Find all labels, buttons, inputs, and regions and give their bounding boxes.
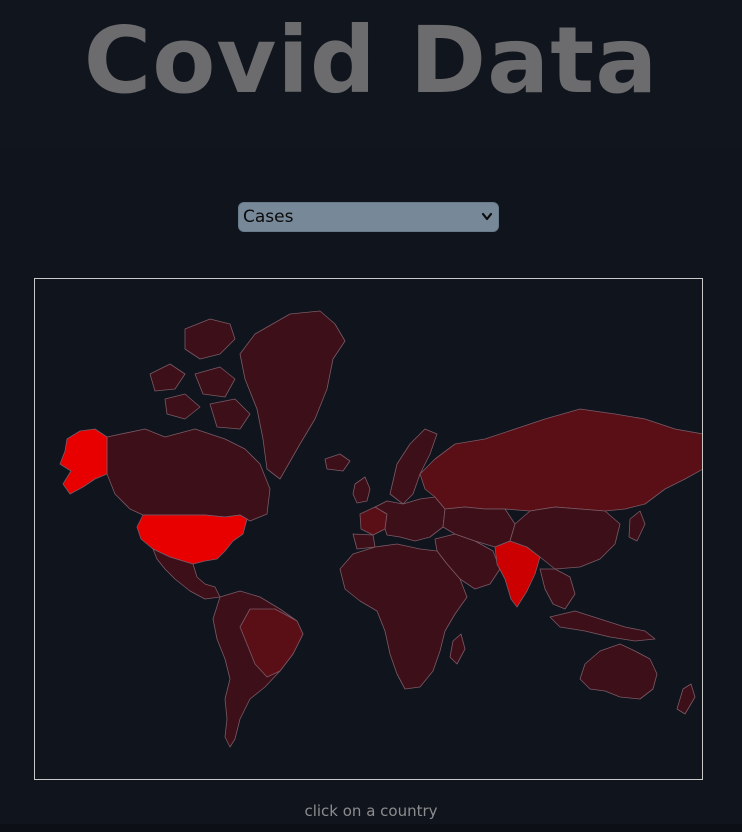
- country-africa[interactable]: [339, 543, 468, 690]
- page-title: Covid Data: [83, 7, 659, 114]
- country-greenland[interactable]: [239, 310, 346, 480]
- country-canada[interactable]: [106, 428, 271, 522]
- footer-bar: [0, 824, 742, 832]
- country-mexico[interactable]: [152, 548, 221, 600]
- country-new-zealand[interactable]: [676, 683, 696, 715]
- country-usa-alaska[interactable]: [59, 428, 108, 495]
- header: [0, 0, 742, 150]
- metric-select[interactable]: Cases: [238, 202, 499, 232]
- country-usa[interactable]: [136, 514, 248, 565]
- country-china[interactable]: [509, 506, 621, 570]
- country-australia[interactable]: [579, 643, 658, 700]
- world-map: [34, 278, 703, 780]
- country-scandinavia[interactable]: [389, 428, 438, 505]
- country-brazil[interactable]: [239, 608, 304, 678]
- hint-text: click on a country: [304, 802, 438, 820]
- world-map-svg: [59, 310, 702, 748]
- country-uk[interactable]: [352, 476, 371, 504]
- country-russia[interactable]: [419, 408, 702, 512]
- metric-dropdown-wrapper: Cases: [238, 202, 499, 232]
- country-japan[interactable]: [628, 510, 646, 542]
- country-arctic-islands[interactable]: [149, 318, 251, 430]
- country-indonesia[interactable]: [549, 610, 656, 642]
- country-madagascar[interactable]: [449, 633, 466, 665]
- country-southeast-asia[interactable]: [539, 568, 576, 610]
- country-iceland[interactable]: [324, 453, 351, 472]
